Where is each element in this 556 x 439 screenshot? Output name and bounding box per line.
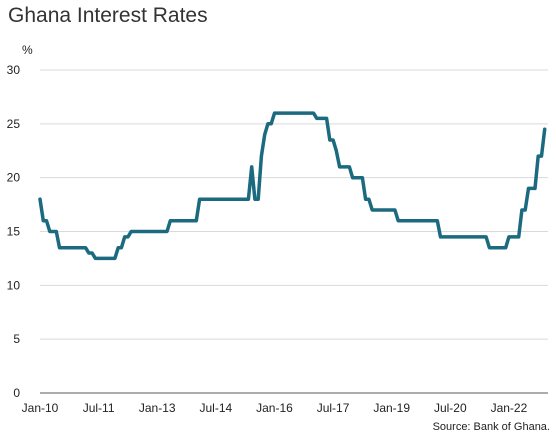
chart-title: Ghana Interest Rates: [8, 4, 208, 27]
source-note: Source: Bank of Ghana.: [432, 421, 550, 433]
y-tick-label: 15: [7, 225, 21, 239]
x-tick-label: Jul-14: [200, 401, 233, 415]
x-tick-label: Jan-19: [373, 401, 410, 415]
x-tick-label: Jul-20: [434, 401, 467, 415]
y-tick-labels: 0 5 10 15 20 25 30: [7, 63, 21, 400]
y-tick-label: 30: [7, 63, 21, 77]
gridlines: [40, 69, 548, 340]
series-lines: [38, 111, 547, 261]
y-tick-label: 0: [13, 386, 20, 400]
y-tick-label: 5: [13, 332, 20, 346]
y-tick-label: 25: [7, 117, 21, 131]
y-axis-unit-label: %: [22, 43, 33, 57]
y-tick-label: 10: [7, 278, 21, 292]
x-tick-label: Jan-10: [22, 401, 59, 415]
x-tick-labels: Jan-10 Jul-11 Jan-13 Jul-14 Jan-16 Jul-17 Jan-…: [22, 401, 528, 415]
x-tick-label: Jul-11: [83, 401, 115, 415]
series-line-0: [38, 111, 547, 261]
x-tick-label: Jan-16: [256, 401, 293, 415]
x-tick-label: Jul-17: [317, 401, 350, 415]
x-tick-label: Jan-22: [491, 401, 528, 415]
x-tick-label: Jan-13: [139, 401, 176, 415]
y-tick-label: 20: [7, 171, 21, 185]
